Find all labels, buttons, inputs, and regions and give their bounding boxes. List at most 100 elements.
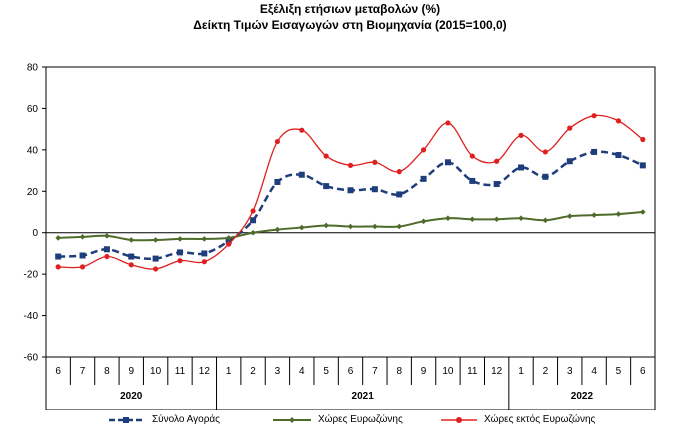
- y-tick-label: 60: [27, 104, 39, 115]
- data-point-eurozone: [274, 226, 281, 233]
- data-point-total: [591, 148, 598, 155]
- data-point-total: [152, 255, 159, 262]
- data-point-eurozone: [493, 216, 500, 223]
- data-point-non-eurozone: [250, 208, 256, 214]
- x-tick-label: 1: [226, 366, 232, 377]
- y-tick-label: 80: [27, 63, 39, 74]
- data-point-eurozone: [225, 235, 232, 241]
- x-tick-label: 6: [640, 366, 646, 377]
- data-point-non-eurozone: [55, 264, 61, 270]
- data-point-total: [201, 250, 208, 257]
- legend-label-total: Σύνολο Αγοράς: [152, 414, 220, 425]
- data-point-eurozone: [298, 224, 305, 231]
- x-tick-label: 3: [275, 366, 281, 377]
- x-tick-label: 8: [396, 366, 402, 377]
- x-tick-label: 5: [616, 366, 622, 377]
- data-point-total: [225, 238, 232, 244]
- x-tick-label: 10: [150, 366, 162, 377]
- data-point-total: [55, 253, 62, 260]
- data-point-total: [298, 171, 305, 178]
- x-tick-label: 12: [199, 366, 211, 377]
- x-tick-label: 8: [104, 366, 110, 377]
- y-tick-label: -20: [24, 270, 39, 281]
- data-point-non-eurozone: [494, 158, 500, 164]
- x-tick-label: 9: [421, 366, 427, 377]
- year-label: 2022: [571, 391, 594, 402]
- data-point-eurozone: [128, 237, 135, 243]
- data-point-non-eurozone: [323, 153, 329, 159]
- data-point-non-eurozone: [128, 262, 134, 268]
- plot-area: [45, 66, 656, 358]
- data-point-total: [103, 246, 110, 253]
- x-tick-label: 6: [348, 366, 354, 377]
- x-tick-label: 11: [175, 366, 186, 377]
- data-point-non-eurozone: [347, 162, 354, 168]
- data-point-non-eurozone: [518, 132, 524, 138]
- data-point-total: [420, 175, 427, 182]
- data-point-non-eurozone: [153, 266, 159, 272]
- data-point-eurozone: [201, 236, 208, 242]
- legend-swatch-eurozone: [273, 416, 311, 423]
- data-point-eurozone: [177, 236, 183, 242]
- data-point-eurozone: [79, 234, 86, 240]
- data-point-total: [493, 181, 500, 188]
- y-tick-label: -60: [24, 353, 39, 364]
- data-point-eurozone: [420, 218, 427, 225]
- year-label: 2020: [120, 391, 143, 402]
- data-point-total: [274, 178, 281, 185]
- data-point-eurozone: [640, 209, 646, 215]
- data-point-eurozone: [591, 212, 597, 218]
- data-point-total: [444, 159, 451, 166]
- data-point-total: [128, 253, 135, 260]
- data-point-non-eurozone: [79, 264, 86, 270]
- data-point-total: [371, 186, 378, 193]
- data-point-eurozone: [396, 223, 403, 230]
- data-point-eurozone: [250, 229, 256, 236]
- x-tick-label: 12: [491, 366, 503, 377]
- data-point-non-eurozone: [420, 147, 427, 153]
- legend-swatch-total: [109, 416, 145, 423]
- x-tick-label: 9: [128, 366, 134, 377]
- data-point-total: [79, 252, 86, 259]
- chart-subtitle: Δείκτη Τιμών Εισαγωγών στη Βιομηχανία (2…: [193, 18, 507, 32]
- data-point-non-eurozone: [640, 136, 646, 143]
- chart-title: Εξέλιξη ετήσιων μεταβολών (%): [259, 2, 441, 16]
- data-point-non-eurozone: [226, 241, 232, 247]
- data-point-total: [176, 249, 183, 256]
- data-point-total: [469, 177, 476, 184]
- data-point-eurozone: [615, 211, 622, 217]
- data-point-non-eurozone: [469, 153, 475, 159]
- data-point-non-eurozone: [299, 127, 305, 133]
- data-point-non-eurozone: [177, 258, 183, 264]
- data-point-non-eurozone: [615, 118, 622, 124]
- data-point-non-eurozone: [104, 253, 110, 260]
- data-point-eurozone: [55, 235, 61, 241]
- data-point-eurozone: [469, 216, 476, 223]
- x-tick-label: 5: [323, 366, 329, 377]
- x-tick-label: 4: [591, 366, 597, 377]
- x-tick-label: 3: [567, 366, 573, 377]
- data-point-total: [639, 162, 646, 169]
- data-point-non-eurozone: [542, 149, 548, 155]
- data-point-eurozone: [372, 223, 378, 230]
- x-tick-label: 7: [80, 366, 86, 377]
- legend-swatch-non-eurozone: [441, 416, 477, 423]
- data-point-total: [615, 152, 622, 159]
- data-point-total: [542, 173, 549, 180]
- x-tick-label: 4: [299, 366, 305, 377]
- data-point-eurozone: [445, 215, 451, 222]
- legend-label-non-eurozone: Χώρες εκτός Ευρωζώνης: [484, 414, 596, 425]
- data-point-non-eurozone: [201, 259, 207, 265]
- data-point-non-eurozone: [445, 120, 451, 126]
- legend-item-eurozone: Χώρες Ευρωζώνης: [272, 414, 403, 425]
- y-tick-label: 40: [27, 145, 39, 156]
- data-point-non-eurozone: [396, 169, 402, 175]
- x-tick-label: 10: [442, 366, 454, 377]
- y-tick-label: 0: [32, 228, 38, 239]
- data-point-eurozone: [542, 217, 549, 224]
- year-label: 2021: [352, 391, 375, 402]
- data-point-non-eurozone: [567, 125, 573, 131]
- x-tick-label: 7: [372, 366, 378, 377]
- x-tick-label: 2: [543, 366, 549, 377]
